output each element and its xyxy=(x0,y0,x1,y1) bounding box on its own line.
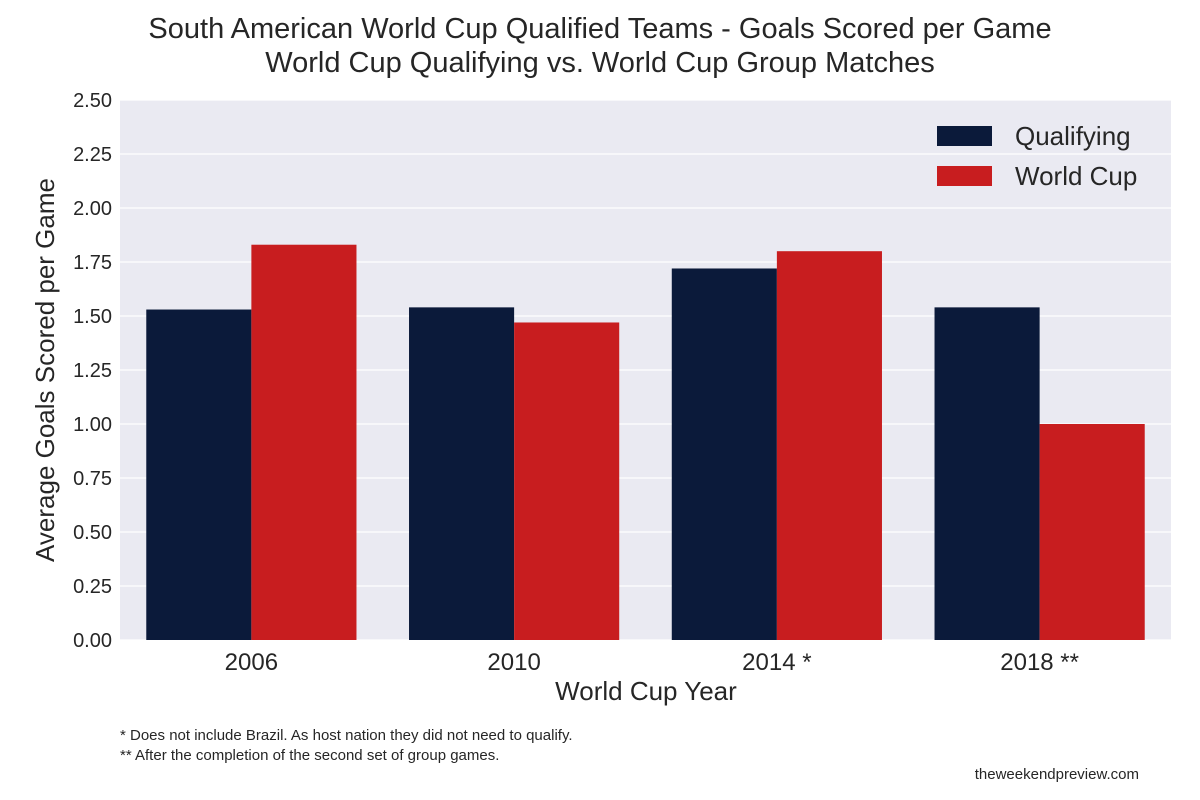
y-axis-label: Average Goals Scored per Game xyxy=(30,178,60,562)
legend-swatch-qualifying xyxy=(937,126,992,146)
bar-world-cup-0 xyxy=(251,244,357,640)
x-axis-label: World Cup Year xyxy=(555,676,737,706)
chart-title: South American World Cup Qualified Teams… xyxy=(148,13,1051,45)
y-tick-label: 0.00 xyxy=(73,630,112,652)
x-axis-ticks: 2006 2010 2014 * 2018 ** xyxy=(225,649,1079,676)
y-tick-label: 0.25 xyxy=(73,576,112,598)
legend: Qualifying World Cup xyxy=(937,121,1137,191)
x-tick-label: 2014 * xyxy=(742,649,811,676)
x-tick-label: 2006 xyxy=(225,649,278,676)
y-tick-label: 1.00 xyxy=(73,414,112,436)
y-tick-label: 2.25 xyxy=(73,144,112,166)
y-axis-ticks: 0.00 0.25 0.50 0.75 1.00 1.25 1.50 1.75 2.00 2.25… xyxy=(73,90,112,652)
x-tick-label: 2010 xyxy=(487,649,540,676)
legend-label-qualifying: Qualifying xyxy=(1015,121,1131,151)
y-tick-label: 0.75 xyxy=(73,468,112,490)
bar-qualifying-3 xyxy=(934,307,1040,640)
bar-qualifying-0 xyxy=(146,309,252,640)
bar-qualifying-1 xyxy=(409,307,515,640)
y-tick-label: 2.50 xyxy=(73,90,112,112)
footnote-host-nation: * Does not include Brazil. As host natio… xyxy=(120,727,573,744)
y-tick-label: 1.75 xyxy=(73,252,112,274)
bars xyxy=(146,244,1145,640)
bar-qualifying-2 xyxy=(671,268,777,640)
y-tick-label: 1.50 xyxy=(73,306,112,328)
y-tick-label: 1.25 xyxy=(73,360,112,382)
y-tick-label: 0.50 xyxy=(73,522,112,544)
legend-label-world-cup: World Cup xyxy=(1015,161,1137,191)
bar-world-cup-2 xyxy=(776,251,882,640)
x-tick-label: 2018 ** xyxy=(1000,649,1079,676)
chart-subtitle: World Cup Qualifying vs. World Cup Group… xyxy=(265,47,934,79)
legend-swatch-world-cup xyxy=(937,166,992,186)
source-credit: theweekendpreview.com xyxy=(975,766,1139,783)
y-tick-label: 2.00 xyxy=(73,198,112,220)
footnote-group-games: ** After the completion of the second se… xyxy=(120,747,499,764)
bar-world-cup-3 xyxy=(1039,424,1145,640)
bar-world-cup-1 xyxy=(514,322,620,640)
